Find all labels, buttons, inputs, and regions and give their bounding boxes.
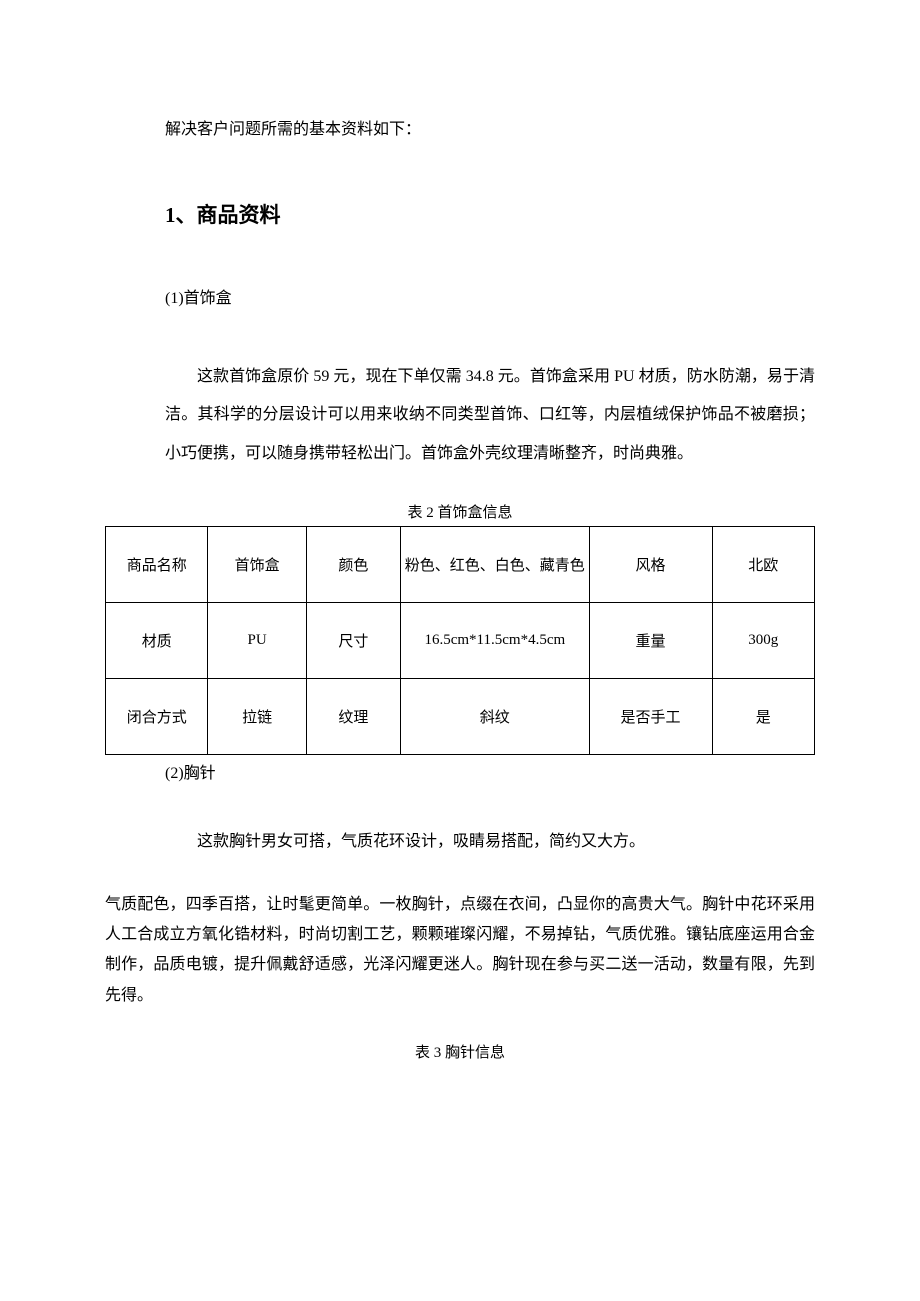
cell: 纹理 xyxy=(306,679,400,755)
section-title: 商品资料 xyxy=(197,203,281,227)
item1-paragraph: 这款首饰盒原价 59 元，现在下单仅需 34.8 元。首饰盒采用 PU 材质，防… xyxy=(165,358,815,473)
subsection-text: 胸针 xyxy=(184,765,216,782)
cell: 北欧 xyxy=(712,527,815,603)
section-sep: 、 xyxy=(176,203,197,227)
cell: 尺寸 xyxy=(306,603,400,679)
subsection-1-label: (1)首饰盒 xyxy=(165,284,815,308)
subsection-2-label: (2)胸针 xyxy=(165,759,815,783)
cell: 风格 xyxy=(589,527,712,603)
cell: 重量 xyxy=(589,603,712,679)
cell: 是 xyxy=(712,679,815,755)
table-row: 闭合方式 拉链 纹理 斜纹 是否手工 是 xyxy=(106,679,815,755)
table-row: 材质 PU 尺寸 16.5cm*11.5cm*4.5cm 重量 300g xyxy=(106,603,815,679)
cell: 16.5cm*11.5cm*4.5cm xyxy=(401,603,590,679)
cell: 斜纹 xyxy=(401,679,590,755)
table3-caption: 表 3 胸针信息 xyxy=(105,1041,815,1062)
table-row: 商品名称 首饰盒 颜色 粉色、红色、白色、藏青色 风格 北欧 xyxy=(106,527,815,603)
cell: 材质 xyxy=(106,603,208,679)
intro-text: 解决客户问题所需的基本资料如下： xyxy=(165,115,815,139)
cell: 首饰盒 xyxy=(208,527,306,603)
section-heading-1: 1、商品资料 xyxy=(165,199,815,229)
cell: 是否手工 xyxy=(589,679,712,755)
cell: 拉链 xyxy=(208,679,306,755)
item2-paragraph2: 气质配色，四季百搭，让时髦更简单。一枚胸针，点缀在衣间，凸显你的高贵大气。胸针中… xyxy=(105,890,815,1012)
cell: 商品名称 xyxy=(106,527,208,603)
cell: 闭合方式 xyxy=(106,679,208,755)
section-number: 1 xyxy=(165,203,176,227)
cell: 颜色 xyxy=(306,527,400,603)
table2-jewelry-box: 商品名称 首饰盒 颜色 粉色、红色、白色、藏青色 风格 北欧 材质 PU 尺寸 … xyxy=(105,526,815,755)
item2-paragraph1: 这款胸针男女可搭，气质花环设计，吸睛易搭配，简约又大方。 xyxy=(165,823,815,861)
table2-caption: 表 2 首饰盒信息 xyxy=(105,501,815,522)
cell: PU xyxy=(208,603,306,679)
cell: 粉色、红色、白色、藏青色 xyxy=(401,527,590,603)
cell: 300g xyxy=(712,603,815,679)
subsection-text: 首饰盒 xyxy=(184,290,232,307)
